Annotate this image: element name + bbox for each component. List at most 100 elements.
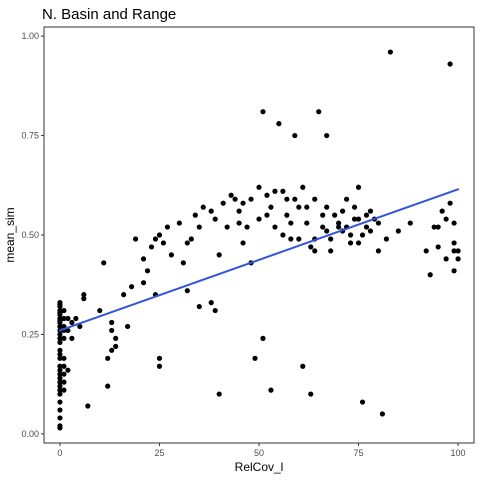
data-point xyxy=(109,319,115,326)
data-point xyxy=(367,228,374,234)
y-tick-label: 0.25 xyxy=(21,329,39,339)
data-point xyxy=(168,252,175,258)
data-point xyxy=(236,220,242,226)
data-point xyxy=(57,323,63,330)
data-point xyxy=(455,256,461,262)
data-point xyxy=(69,319,75,326)
data-point xyxy=(312,196,318,202)
data-point xyxy=(443,256,449,262)
data-point xyxy=(101,260,107,266)
data-point xyxy=(61,307,67,314)
data-point xyxy=(61,335,67,341)
data-point xyxy=(336,220,342,226)
data-point xyxy=(320,224,326,230)
data-point xyxy=(435,244,441,250)
data-point xyxy=(85,403,91,409)
data-point xyxy=(447,200,453,206)
data-point xyxy=(156,355,163,361)
data-point xyxy=(200,204,206,210)
data-point xyxy=(57,399,63,405)
data-point xyxy=(455,248,461,254)
data-point xyxy=(77,323,83,330)
data-point xyxy=(208,300,214,306)
y-axis-title: mean_sim xyxy=(3,207,17,262)
data-point xyxy=(132,236,139,242)
data-point xyxy=(57,425,63,431)
data-point xyxy=(304,220,310,226)
data-point xyxy=(443,216,449,222)
data-point xyxy=(451,240,457,246)
data-point xyxy=(69,335,75,341)
y-axis: 0.00 0.25 0.50 0.75 1.00 xyxy=(21,31,44,439)
data-point xyxy=(423,248,429,254)
data-point xyxy=(184,240,190,246)
data-point xyxy=(260,335,266,341)
data-point xyxy=(296,236,302,242)
data-point xyxy=(57,379,63,385)
data-point xyxy=(196,303,202,310)
data-point xyxy=(347,232,354,238)
x-tick-label: 50 xyxy=(254,448,264,458)
data-point xyxy=(296,204,302,210)
data-point xyxy=(308,391,314,397)
data-point xyxy=(196,224,202,230)
data-point xyxy=(216,391,222,397)
data-point xyxy=(284,196,290,202)
data-point xyxy=(105,383,111,389)
data-point xyxy=(332,212,338,218)
data-point xyxy=(359,399,366,405)
x-tick-label: 100 xyxy=(451,448,466,458)
data-point xyxy=(109,347,115,353)
y-tick-label: 1.00 xyxy=(21,31,39,41)
data-point xyxy=(57,375,63,381)
data-point xyxy=(451,220,457,226)
data-point xyxy=(292,196,298,202)
data-point xyxy=(57,407,63,413)
data-point xyxy=(268,204,274,210)
data-point xyxy=(164,224,171,230)
data-point xyxy=(324,204,330,210)
data-point xyxy=(65,315,71,322)
data-point xyxy=(340,208,346,214)
data-point xyxy=(228,192,234,198)
data-point xyxy=(355,216,362,222)
data-point xyxy=(427,272,433,278)
data-point xyxy=(113,343,119,349)
data-point xyxy=(260,109,266,115)
data-point xyxy=(264,212,270,218)
data-point xyxy=(435,224,441,230)
data-point xyxy=(383,236,390,242)
data-point xyxy=(280,232,286,238)
data-point xyxy=(324,228,330,234)
data-point xyxy=(148,244,155,250)
data-point xyxy=(240,200,246,206)
data-point xyxy=(57,391,63,397)
data-point xyxy=(304,204,310,210)
data-point xyxy=(252,355,258,361)
data-point xyxy=(359,232,366,238)
data-point xyxy=(109,327,115,334)
data-point xyxy=(312,248,318,254)
data-point xyxy=(152,236,159,242)
data-point xyxy=(208,208,214,214)
data-point xyxy=(57,355,63,361)
data-point xyxy=(57,387,63,393)
data-point xyxy=(57,367,63,373)
data-point xyxy=(57,351,63,357)
data-point xyxy=(57,331,63,338)
data-point xyxy=(57,339,63,345)
data-point xyxy=(451,268,457,274)
data-point xyxy=(272,188,278,194)
data-point xyxy=(236,208,242,214)
fit-line-group xyxy=(58,188,460,332)
data-point xyxy=(81,296,87,302)
data-point xyxy=(73,315,79,322)
data-point xyxy=(300,184,306,190)
data-point xyxy=(343,196,350,202)
data-point xyxy=(284,212,290,218)
data-point xyxy=(451,248,457,254)
data-point xyxy=(128,284,135,290)
data-point xyxy=(140,256,147,262)
data-point xyxy=(212,307,218,314)
